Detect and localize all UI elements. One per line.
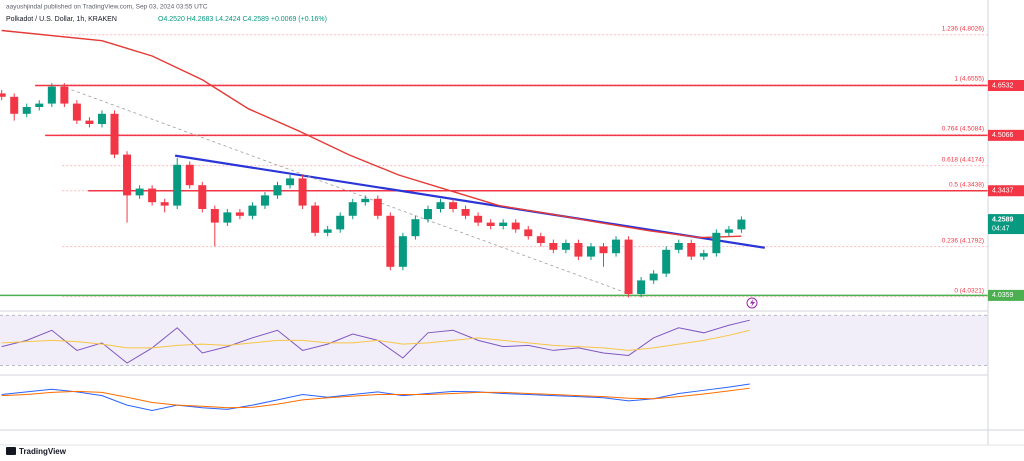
fib-label: 0.764 (4.5084) [942, 125, 984, 132]
band [0, 315, 988, 366]
fib-label: 0 (4.0321) [954, 287, 984, 294]
candle-body [524, 229, 533, 237]
fib-label: 0.5 (4.3438) [949, 181, 984, 188]
candle-body [386, 215, 395, 267]
fib-label: 0.618 (4.4174) [942, 156, 984, 163]
indicator-line [1, 383, 750, 411]
candle-body [260, 195, 269, 206]
countdown-label: 04:47 [992, 225, 1010, 232]
level-badge-label: 4.6532 [992, 82, 1014, 89]
level-badge [988, 185, 1024, 197]
candle-body [110, 113, 119, 155]
fib-label: 0.236 (4.1792) [942, 237, 984, 244]
candle-body [574, 243, 583, 257]
candle-body [662, 249, 671, 274]
candle-body [536, 236, 545, 243]
brand: TradingView [19, 447, 67, 456]
candle-body [336, 215, 345, 230]
candle-body [699, 253, 708, 257]
candle-body [737, 219, 746, 230]
candle-body [474, 215, 483, 223]
candle-body [210, 209, 219, 223]
candle-body [712, 232, 721, 254]
axis: 4.6532 4.5066 4.3437 4.0359 4.2589 04:47 [988, 80, 1024, 301]
level-badge [988, 289, 1024, 301]
candle-body [323, 229, 332, 233]
candle-body [10, 96, 19, 114]
candle-body [123, 154, 132, 196]
candle-body [235, 212, 244, 216]
level-badge-label: 4.5066 [992, 132, 1014, 139]
candle-body [298, 178, 307, 206]
candle-body [361, 198, 370, 203]
candle-body [35, 103, 44, 107]
candle-body [599, 246, 608, 254]
logo [6, 447, 16, 455]
level-badge [988, 129, 1024, 141]
candle-body [286, 178, 295, 186]
candle-body [47, 86, 56, 104]
candle-body [22, 107, 31, 114]
candle-body [273, 185, 282, 196]
candle-body [674, 243, 683, 250]
ohlc: O4.2520 H4.2683 L4.2424 C4.2589 +0.0069 … [158, 16, 327, 23]
candle-body [223, 212, 232, 223]
candle-body [97, 113, 106, 124]
candle-body [411, 219, 420, 237]
candle-body [311, 205, 320, 233]
candle-body [637, 280, 646, 294]
candle-body [60, 86, 69, 104]
level-badge-label: 4.0359 [992, 292, 1014, 299]
candle-body [486, 222, 495, 226]
plot: 1.236 (4.8026) 1 (4.6555) 0.764 (4.5084) 0.… [0, 25, 988, 411]
candle-body [85, 120, 94, 124]
candle-body [173, 164, 182, 206]
last-price-label: 4.2589 [992, 216, 1014, 223]
candle-body [624, 239, 633, 294]
candle-body [724, 229, 733, 233]
candle-body [649, 273, 658, 281]
candle-body [436, 202, 445, 209]
candle-body [135, 188, 144, 196]
candle-body [461, 209, 470, 216]
candle-body [185, 164, 194, 186]
symbol: Polkadot / U.S. Dollar, 1h, KRAKEN [6, 16, 117, 23]
last-price-badge [988, 214, 1024, 235]
indicator-line [1, 329, 750, 351]
candle-body [549, 243, 558, 250]
candle-body [373, 198, 382, 216]
candle-body [348, 202, 357, 216]
candle-body [499, 222, 508, 226]
moving-average [1, 29, 742, 239]
candle-body [72, 103, 81, 121]
candle-body [561, 243, 570, 250]
candle-body [612, 239, 621, 254]
candle-body [449, 202, 458, 209]
candle-body [160, 202, 169, 206]
candle-body [0, 93, 6, 97]
trendline [60, 85, 629, 295]
candle-body [687, 243, 696, 257]
candle-body [511, 222, 520, 230]
candle-body [248, 205, 257, 216]
publisher: aayushjindal published on TradingView.co… [6, 4, 208, 11]
candle-body [586, 246, 595, 257]
fib-label: 1 (4.6555) [954, 75, 984, 82]
fib-label: 1.236 (4.8026) [942, 25, 984, 32]
candle-body [398, 236, 407, 267]
candle-body [148, 188, 157, 203]
candle-body [423, 209, 432, 220]
event-icon-bolt [750, 299, 755, 307]
grid [0, 314, 988, 366]
candle-body [198, 185, 207, 209]
level-badge-label: 4.3437 [992, 188, 1014, 195]
level-badge [988, 80, 1024, 92]
indicator-line [1, 387, 750, 409]
